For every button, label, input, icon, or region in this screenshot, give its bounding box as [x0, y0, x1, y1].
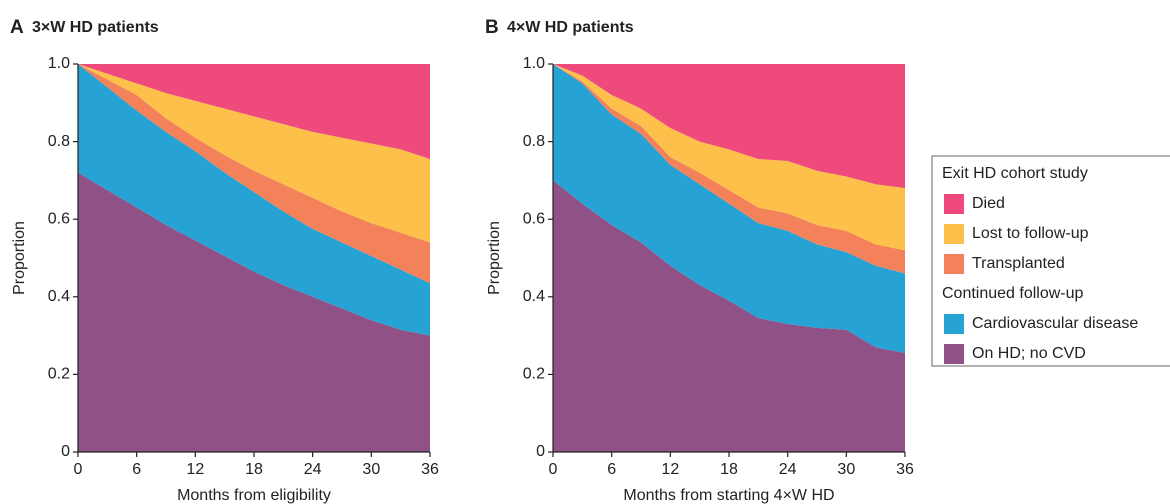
legend-group-title: Continued follow-up	[942, 285, 1084, 302]
area: Cardiovascular disease	[553, 64, 905, 354]
y-tick-label: 0.2	[523, 366, 545, 383]
legend-box	[931, 155, 1170, 367]
area: Lost to follow-up	[78, 64, 430, 243]
y-tick-label: 0.4	[48, 288, 70, 305]
x-axis-label: Months from starting 4×W HD	[623, 487, 834, 504]
x-tick-label: 0	[74, 461, 83, 478]
area: Lost to follow-up	[553, 64, 905, 251]
x-tick-label: 12	[186, 461, 204, 478]
x-tick-label: 24	[304, 461, 322, 478]
x-tick-label: 30	[837, 461, 855, 478]
y-tick-label: 0.8	[48, 133, 70, 150]
area: On HD; no CVD	[553, 180, 905, 452]
y-axis-label: Proportion	[11, 221, 28, 295]
x-tick-label: 18	[245, 461, 263, 478]
chart-title: 3×W HD patients	[32, 19, 159, 36]
legend-swatch	[944, 344, 964, 364]
y-tick-label: 0.8	[523, 133, 545, 150]
legend-group-title: Exit HD cohort study	[942, 165, 1088, 182]
x-tick-label: 30	[362, 461, 380, 478]
chart-title: 4×W HD patients	[507, 19, 634, 36]
y-tick-label: 0	[536, 443, 545, 460]
x-tick-label: 0	[549, 461, 558, 478]
y-tick-label: 1.0	[523, 55, 545, 72]
legend-label: On HD; no CVD	[972, 345, 1086, 362]
y-tick-label: 1.0	[48, 55, 70, 72]
y-tick-label: 0.6	[523, 210, 545, 227]
x-tick-label: 12	[661, 461, 679, 478]
x-tick-label: 6	[132, 461, 141, 478]
legend-label: Transplanted	[972, 255, 1065, 272]
area: Died	[553, 64, 905, 189]
legend-swatch	[944, 194, 964, 214]
y-tick-label: 0.6	[48, 210, 70, 227]
x-tick-label: 36	[896, 461, 914, 478]
legend-swatch	[944, 314, 964, 334]
y-tick-label: 0	[61, 443, 70, 460]
area: Transplanted	[78, 64, 430, 284]
y-tick-label: 0.2	[48, 366, 70, 383]
legend-swatch	[944, 224, 964, 244]
y-axis-label: Proportion	[486, 221, 503, 295]
legend-swatch	[944, 254, 964, 274]
legend-label: Lost to follow-up	[972, 225, 1089, 242]
area: On HD; no CVD	[78, 172, 430, 452]
y-tick-label: 0.4	[523, 288, 545, 305]
area: Transplanted	[553, 64, 905, 274]
x-tick-label: 6	[607, 461, 616, 478]
x-tick-label: 24	[779, 461, 797, 478]
panel-letter: A	[10, 17, 24, 38]
legend-label: Cardiovascular disease	[972, 315, 1138, 332]
legend-label: Died	[972, 195, 1005, 212]
x-axis-label: Months from eligibility	[177, 487, 331, 504]
panel-letter: B	[485, 17, 499, 38]
x-tick-label: 36	[421, 461, 439, 478]
area: Died	[78, 64, 430, 160]
x-tick-label: 18	[720, 461, 738, 478]
